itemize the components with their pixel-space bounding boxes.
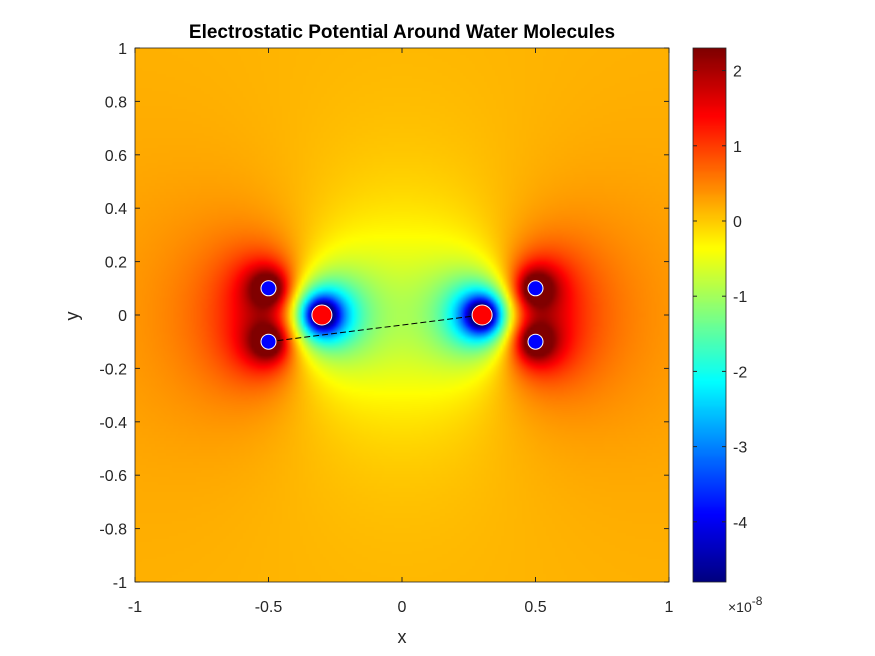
y-tick-label: 0.8	[105, 94, 127, 111]
y-tick-label: 1	[118, 41, 127, 58]
oxygen-atom-marker	[471, 304, 493, 326]
y-tick-label: -0.6	[99, 468, 127, 485]
chart-title: Electrostatic Potential Around Water Mol…	[189, 22, 615, 43]
x-tick-label: 0.5	[524, 599, 546, 616]
y-tick-label: -1	[113, 575, 127, 592]
colorbar-exponent: ×10-8	[728, 594, 763, 615]
x-tick-label: -1	[128, 599, 142, 616]
potential-heatmap	[135, 48, 669, 582]
x-axis-label: x	[398, 627, 407, 647]
colorbar-tick-label: -1	[733, 289, 747, 306]
colorbar-tick-label: 0	[733, 214, 742, 231]
colorbar-tick-label: -4	[733, 515, 747, 532]
hydrogen-atom-marker	[260, 333, 277, 350]
x-tick-label: -0.5	[255, 599, 283, 616]
colorbar-tick-label: -2	[733, 364, 747, 381]
y-axis-ticks: -1 -0.8 -0.6 -0.4 -0.2 0 0.2 0.4 0.6 0.8 1	[99, 41, 669, 592]
colorbar-tick-label: 1	[733, 139, 742, 156]
y-tick-label: 0	[118, 308, 127, 325]
colorbar-tick-label: -3	[733, 440, 747, 457]
colorbar: 2 1 0 -1 -2 -3 -4 ×10-8	[692, 47, 763, 615]
y-tick-label: 0.2	[105, 255, 127, 272]
y-tick-label: -0.8	[99, 522, 127, 539]
hydrogen-atom-marker	[260, 280, 277, 297]
colorbar-gradient	[693, 48, 726, 582]
plot-area	[134, 47, 670, 583]
molecule-overlay	[260, 280, 544, 350]
hydrogen-atom-marker	[527, 280, 544, 297]
y-tick-label: -0.2	[99, 361, 127, 378]
x-tick-label: 1	[665, 599, 674, 616]
x-axis-ticks: -1 -0.5 0 0.5 1	[128, 48, 674, 616]
y-axis-label: y	[62, 312, 82, 321]
y-tick-label: 0.6	[105, 148, 127, 165]
colorbar-tick-label: 2	[733, 64, 742, 81]
x-tick-label: 0	[398, 599, 407, 616]
hydrogen-atom-marker	[527, 333, 544, 350]
colorbar-ticks: 2 1 0 -1 -2 -3 -4	[693, 64, 747, 532]
y-tick-label: -0.4	[99, 415, 127, 432]
oxygen-atom-marker	[311, 304, 333, 326]
colorbar-frame	[692, 47, 727, 583]
y-tick-label: 0.4	[105, 201, 127, 218]
